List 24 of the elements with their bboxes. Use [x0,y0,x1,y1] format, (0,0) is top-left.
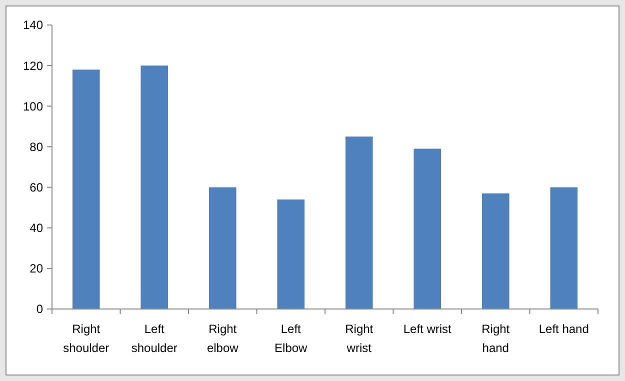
bar [140,66,168,309]
y-tick-label: 140 [22,18,44,32]
y-tick-label: 120 [22,58,44,73]
y-tick-label: 100 [22,99,44,114]
bar [208,187,236,309]
x-tick-label: Left Elbow [274,322,308,355]
bar [414,148,442,309]
bar [72,70,100,309]
bar [482,193,510,309]
bar [550,187,578,309]
x-tick-label: Left wrist [403,322,452,336]
x-tick-label: Right elbow [206,322,239,355]
bar [345,136,373,309]
x-tick-label: Right hand [482,322,510,355]
x-tick-label: Right wrist [345,322,374,355]
y-tick-label: 60 [30,180,44,194]
x-tick-label: Left hand [538,322,589,336]
x-tick-label: Left shoulder [131,322,178,355]
y-tick-label: 20 [30,262,44,276]
y-tick-label: 40 [30,221,44,236]
y-tick-label: 0 [36,302,44,316]
y-tick-label: 80 [30,140,44,154]
bar [277,199,305,309]
x-tick-label: Right shoulder [63,322,110,355]
